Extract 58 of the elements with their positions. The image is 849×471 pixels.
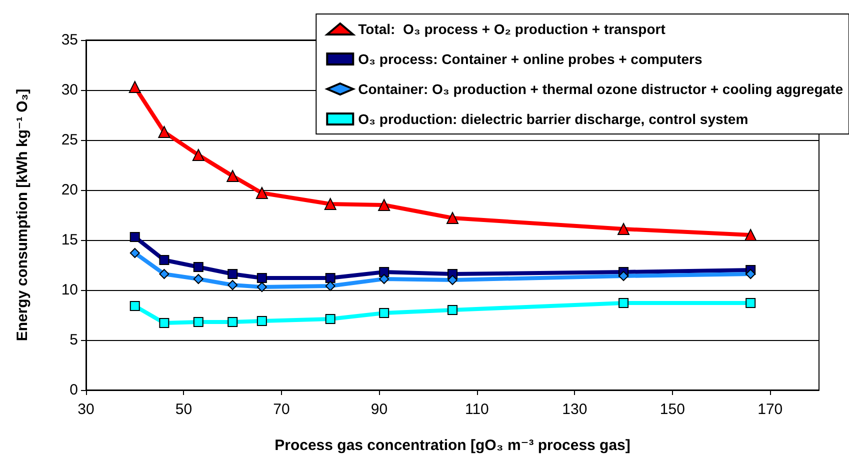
point <box>193 317 204 327</box>
point <box>744 229 757 241</box>
point <box>130 248 140 258</box>
x-tick-label: 170 <box>758 401 783 418</box>
x-axis-title: Process gas concentration [gO₃ m⁻³ process gas] <box>274 437 630 454</box>
point <box>159 318 170 328</box>
y-tick-label: 30 <box>61 82 78 98</box>
y-tick-label: 25 <box>61 132 78 148</box>
point <box>448 305 458 315</box>
point <box>746 298 756 308</box>
point <box>130 301 140 311</box>
point <box>158 126 170 138</box>
x-tick-label: 90 <box>370 401 388 418</box>
y-tick-label: 20 <box>61 182 78 198</box>
x-tick-label: 150 <box>660 401 685 418</box>
y-tick-label: 0 <box>70 382 78 398</box>
point <box>378 199 390 211</box>
point <box>325 314 336 324</box>
point <box>746 269 756 279</box>
point <box>128 81 141 93</box>
point <box>192 149 204 161</box>
point <box>193 262 204 272</box>
x-tick-label: 70 <box>273 401 290 418</box>
point <box>618 271 629 281</box>
legend-label: Total: O₃ process + O₂ production + transport <box>358 21 666 37</box>
point <box>618 223 630 235</box>
point <box>256 273 267 283</box>
point <box>228 269 238 279</box>
point <box>226 170 239 182</box>
point <box>130 232 140 242</box>
y-tick-label: 10 <box>61 282 78 298</box>
y-tick-label: 15 <box>61 232 78 248</box>
point <box>159 269 170 279</box>
legend-label: O₃ process: Container + online probes + computers <box>358 51 702 67</box>
point <box>324 198 336 210</box>
point <box>379 267 390 277</box>
point <box>256 316 267 326</box>
point <box>193 274 204 284</box>
point <box>379 274 390 284</box>
y-axis-title: Energy consumption [kWh kg⁻¹ O₃] <box>14 88 31 342</box>
point <box>256 187 268 199</box>
legend-label: Container: O₃ production + thermal ozone distructor + cooling aggregate <box>358 81 844 97</box>
point <box>448 275 458 285</box>
point <box>379 308 390 318</box>
point <box>325 281 336 291</box>
y-tick-label: 35 <box>61 32 78 48</box>
x-tick-label: 130 <box>562 401 588 418</box>
point <box>618 298 629 308</box>
point <box>325 273 336 283</box>
point <box>159 255 170 265</box>
x-tick-label: 50 <box>175 401 192 418</box>
point <box>228 280 238 290</box>
point <box>446 212 458 224</box>
x-tick-label: 110 <box>464 401 489 418</box>
y-tick-label: 5 <box>70 332 78 348</box>
point <box>228 317 238 327</box>
point <box>256 282 267 292</box>
legend-label: O₃ production: dielectric barrier discharge, control system <box>358 111 748 127</box>
